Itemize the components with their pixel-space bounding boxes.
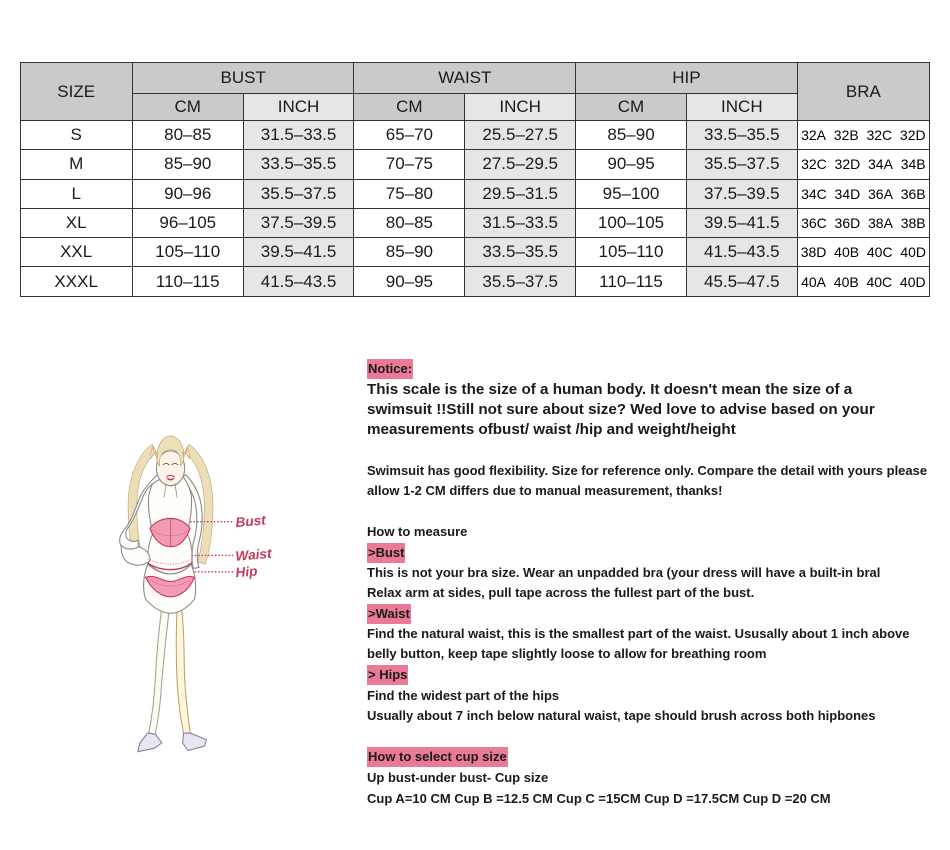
svg-text:Hip: Hip [235,563,258,580]
svg-text:Waist: Waist [235,546,273,564]
svg-text:Bust: Bust [235,512,267,530]
